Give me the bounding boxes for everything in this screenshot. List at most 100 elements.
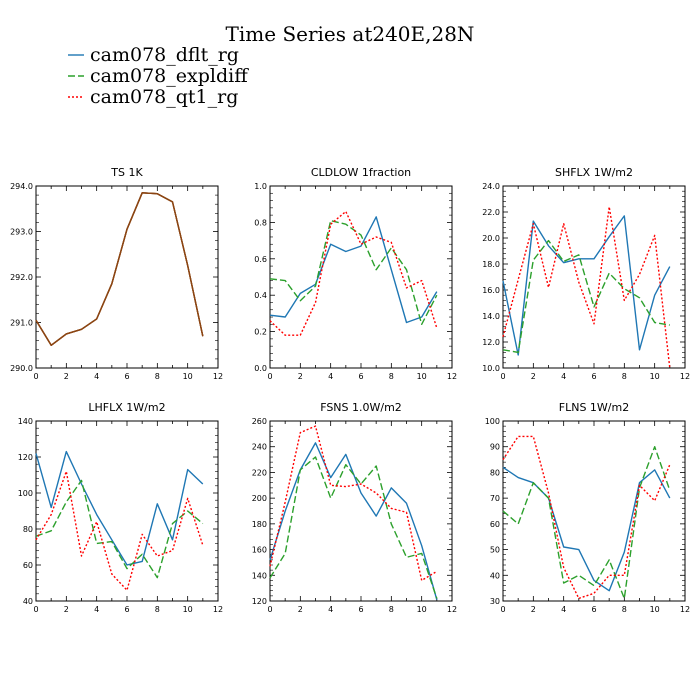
- y-tick-label: 260: [252, 417, 267, 426]
- legend-entry: cam078_expldiff: [68, 65, 249, 87]
- chart-panel: CLDLOW 1fraction 0 2 4 6 8 10 12 0.0 0.2 0.4 0.6 0.8…: [254, 166, 457, 381]
- panel-title: FSNS 1.0W/m2: [320, 401, 402, 414]
- x-tick-label: 0: [33, 372, 38, 381]
- chart-panel: LHFLX 1W/m2 0 2 4 6 8 10 12 40 60 80 100 120 140: [18, 401, 223, 614]
- y-tick-label: 0.4: [254, 291, 267, 300]
- series-line: [502, 435, 671, 600]
- legend-label: cam078_qt1_rg: [90, 86, 238, 108]
- chart-panel: TS 1K 0 2 4 6 8 10 12 290.0 291.0 292.0 293.0 294.0: [10, 166, 223, 381]
- x-tick-label: 8: [389, 372, 394, 381]
- y-tick-label: 40: [490, 571, 500, 580]
- x-tick-label: 12: [447, 605, 457, 614]
- series-line: [35, 192, 204, 346]
- chart-panel: FSNS 1.0W/m2 0 2 4 6 8 10 12 120 140 160 180 200 220 2…: [252, 401, 457, 614]
- x-tick-label: 8: [155, 605, 160, 614]
- x-tick-label: 8: [155, 372, 160, 381]
- series-line: [35, 192, 204, 346]
- y-tick-label: 0.6: [254, 255, 267, 264]
- x-tick-label: 10: [650, 372, 660, 381]
- y-tick-label: 30: [490, 597, 500, 606]
- y-tick-label: 290.0: [10, 364, 33, 373]
- x-tick-label: 2: [531, 605, 536, 614]
- chart-panel: SHFLX 1W/m2 0 2 4 6 8 10 12 10.0 12.0 14.0 16.0 18.0…: [482, 166, 690, 381]
- y-tick-label: 16.0: [482, 286, 500, 295]
- y-tick-label: 100: [485, 417, 500, 426]
- series-line: [502, 466, 671, 592]
- legend-entry: cam078_qt1_rg: [68, 86, 238, 108]
- x-tick-label: 12: [680, 605, 690, 614]
- panels: TS 1K 0 2 4 6 8 10 12 290.0 291.0 292.0 293.0 294.0 C…: [10, 166, 690, 614]
- x-tick-label: 6: [591, 605, 596, 614]
- x-tick-label: 4: [94, 605, 99, 614]
- x-tick-label: 0: [267, 372, 272, 381]
- x-tick-label: 4: [328, 605, 333, 614]
- series-line: [35, 450, 204, 566]
- x-tick-label: 8: [622, 605, 627, 614]
- legend-entry: cam078_dflt_rg: [68, 44, 239, 66]
- x-tick-label: 4: [561, 605, 566, 614]
- y-tick-label: 240: [252, 443, 267, 452]
- y-tick-label: 180: [252, 520, 267, 529]
- y-tick-label: 100: [18, 489, 33, 498]
- x-tick-label: 0: [33, 605, 38, 614]
- series-line: [35, 192, 204, 346]
- x-tick-label: 6: [358, 605, 363, 614]
- x-tick-label: 10: [183, 372, 193, 381]
- y-tick-label: 200: [252, 494, 267, 503]
- x-tick-label: 4: [94, 372, 99, 381]
- x-tick-label: 4: [328, 372, 333, 381]
- plot-frame: [269, 185, 453, 369]
- chart-panel: FLNS 1W/m2 0 2 4 6 8 10 12 30 40 50 60 70 80 90 100: [485, 401, 690, 614]
- y-tick-label: 0.2: [254, 328, 267, 337]
- y-tick-label: 12.0: [482, 338, 500, 347]
- x-tick-label: 8: [622, 372, 627, 381]
- y-tick-label: 60: [23, 561, 33, 570]
- panel-title: LHFLX 1W/m2: [88, 401, 165, 414]
- x-tick-label: 2: [298, 372, 303, 381]
- y-tick-label: 292.0: [10, 273, 33, 282]
- plot-frame: [502, 420, 686, 602]
- series-line: [269, 442, 438, 600]
- y-tick-label: 293.0: [10, 228, 33, 237]
- x-tick-label: 6: [591, 372, 596, 381]
- series-line: [35, 479, 204, 579]
- x-tick-label: 0: [500, 372, 505, 381]
- panel-title: TS 1K: [110, 166, 143, 179]
- y-tick-label: 140: [252, 571, 267, 580]
- series-line: [269, 216, 438, 324]
- legend-label: cam078_expldiff: [90, 65, 249, 87]
- y-tick-label: 24.0: [482, 182, 500, 191]
- x-tick-label: 2: [531, 372, 536, 381]
- y-tick-label: 22.0: [482, 208, 500, 217]
- x-tick-label: 6: [124, 372, 129, 381]
- figure-title: Time Series at240E,28N: [226, 22, 475, 46]
- legend: cam078_dflt_rg cam078_expldiff cam078_qt…: [68, 44, 249, 108]
- x-tick-label: 2: [64, 372, 69, 381]
- plot-frame: [35, 420, 219, 602]
- x-tick-label: 10: [650, 605, 660, 614]
- x-tick-label: 6: [358, 372, 363, 381]
- panel-title: CLDLOW 1fraction: [311, 166, 411, 179]
- y-tick-label: 20.0: [482, 234, 500, 243]
- y-tick-label: 18.0: [482, 260, 500, 269]
- x-tick-label: 2: [64, 605, 69, 614]
- x-tick-label: 10: [417, 605, 427, 614]
- y-tick-label: 80: [490, 468, 500, 477]
- y-tick-label: 0.0: [254, 364, 267, 373]
- x-tick-label: 0: [267, 605, 272, 614]
- x-tick-label: 4: [561, 372, 566, 381]
- y-tick-label: 160: [252, 546, 267, 555]
- y-tick-label: 14.0: [482, 312, 500, 321]
- series-line: [502, 206, 671, 369]
- y-tick-label: 10.0: [482, 364, 500, 373]
- series-line: [269, 456, 438, 599]
- y-tick-label: 140: [18, 417, 33, 426]
- panel-title: FLNS 1W/m2: [559, 401, 629, 414]
- x-tick-label: 10: [417, 372, 427, 381]
- y-tick-label: 0.8: [254, 218, 267, 227]
- y-tick-label: 60: [490, 520, 500, 529]
- y-tick-label: 90: [490, 443, 500, 452]
- x-tick-label: 12: [680, 372, 690, 381]
- x-tick-label: 12: [447, 372, 457, 381]
